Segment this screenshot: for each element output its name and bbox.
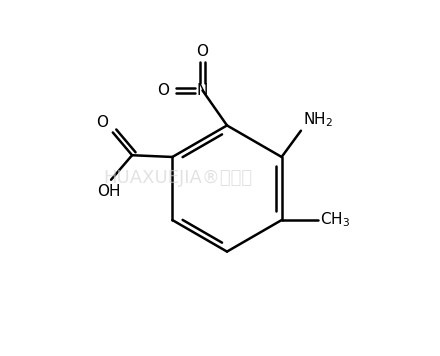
Text: OH: OH (98, 184, 121, 199)
Text: NH$_2$: NH$_2$ (303, 110, 333, 129)
Text: HUAXUEJIA®化学加: HUAXUEJIA®化学加 (103, 169, 253, 187)
Text: CH$_3$: CH$_3$ (320, 211, 350, 229)
Text: N: N (197, 83, 208, 98)
Text: O: O (157, 83, 169, 98)
Text: O: O (197, 44, 209, 59)
Text: O: O (96, 115, 108, 130)
